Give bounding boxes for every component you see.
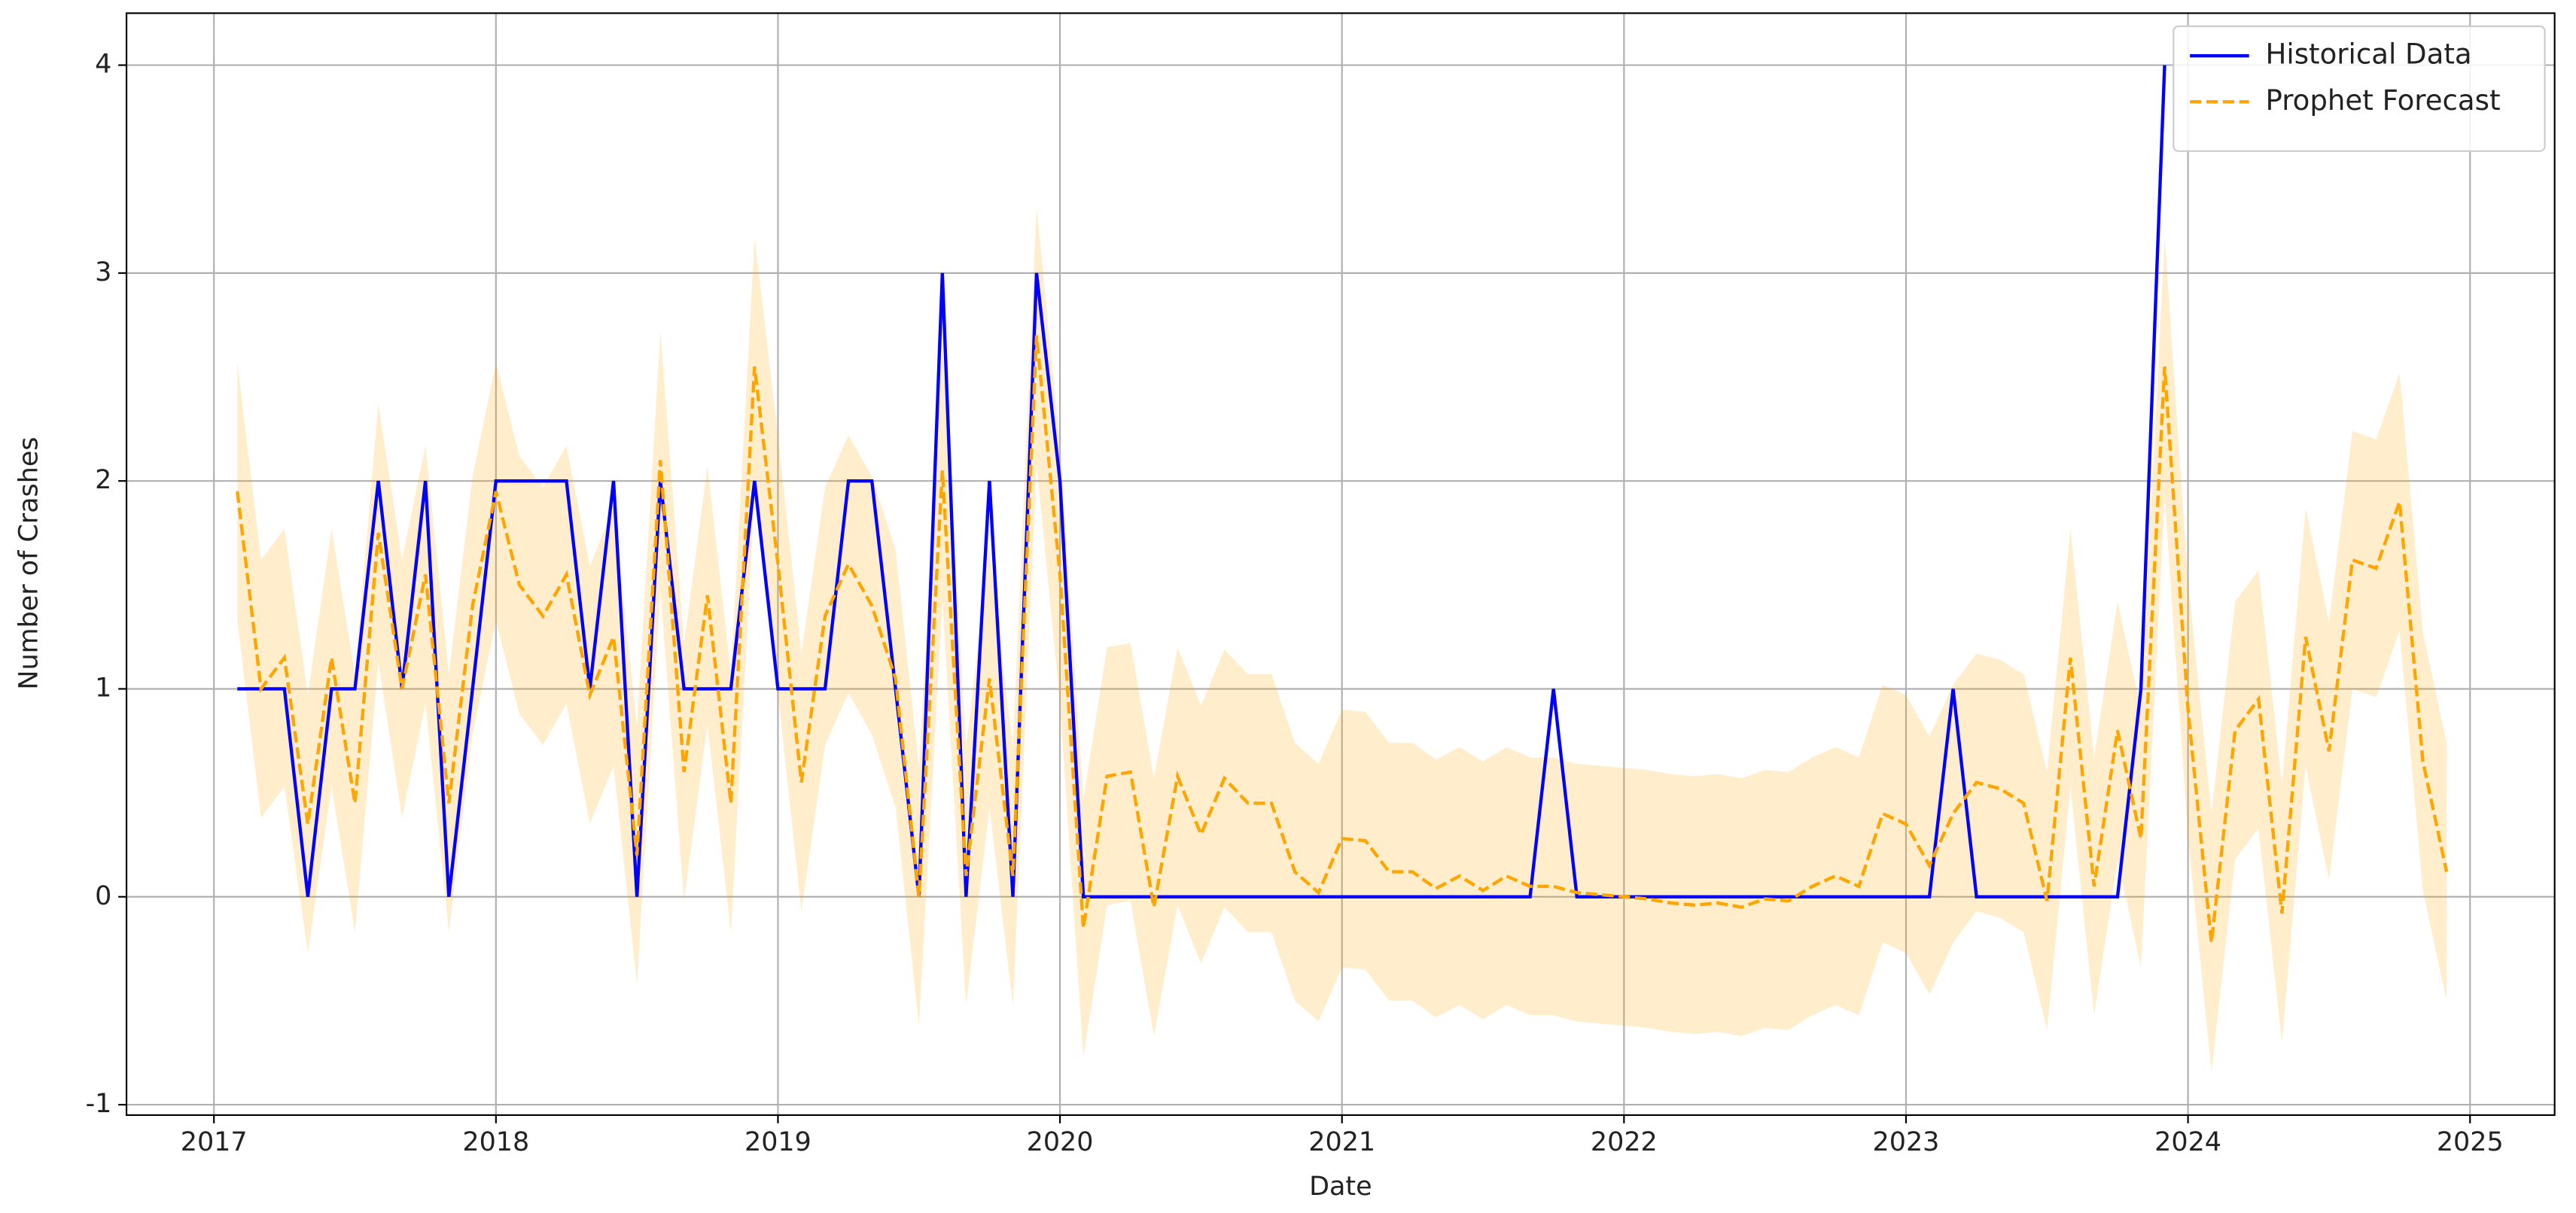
x-tick-label: 2022 bbox=[1591, 1127, 1658, 1157]
y-tick-label: 3 bbox=[95, 257, 111, 287]
y-tick-label: 2 bbox=[95, 465, 111, 495]
x-tick-label: 2023 bbox=[1873, 1127, 1940, 1157]
x-tick-label: 2025 bbox=[2437, 1127, 2504, 1157]
x-tick-label: 2017 bbox=[181, 1127, 248, 1157]
forecast-band bbox=[237, 206, 2447, 1072]
y-tick-label: 4 bbox=[95, 50, 111, 80]
legend-box bbox=[2173, 25, 2546, 152]
x-tick-label: 2018 bbox=[462, 1127, 529, 1157]
plot-frame bbox=[125, 12, 2556, 1116]
series-line bbox=[237, 65, 2166, 898]
x-tick-label: 2024 bbox=[2154, 1127, 2221, 1157]
legend-label: Historical Data bbox=[2266, 38, 2472, 71]
y-tick-label: 1 bbox=[95, 673, 111, 703]
legend: Historical Data Prophet Forecast bbox=[2173, 25, 2546, 152]
x-axis-label: Date bbox=[1309, 1172, 1372, 1202]
y-tick-label: 0 bbox=[95, 881, 111, 911]
x-tick-label: 2019 bbox=[744, 1127, 811, 1157]
y-tick-label: -1 bbox=[86, 1089, 112, 1119]
y-axis-label: Number of Crashes bbox=[14, 437, 44, 690]
series-line bbox=[236, 335, 2449, 943]
legend-label: Prophet Forecast bbox=[2266, 84, 2501, 117]
x-tick-label: 2021 bbox=[1308, 1127, 1375, 1157]
x-tick-label: 2020 bbox=[1027, 1127, 1094, 1157]
